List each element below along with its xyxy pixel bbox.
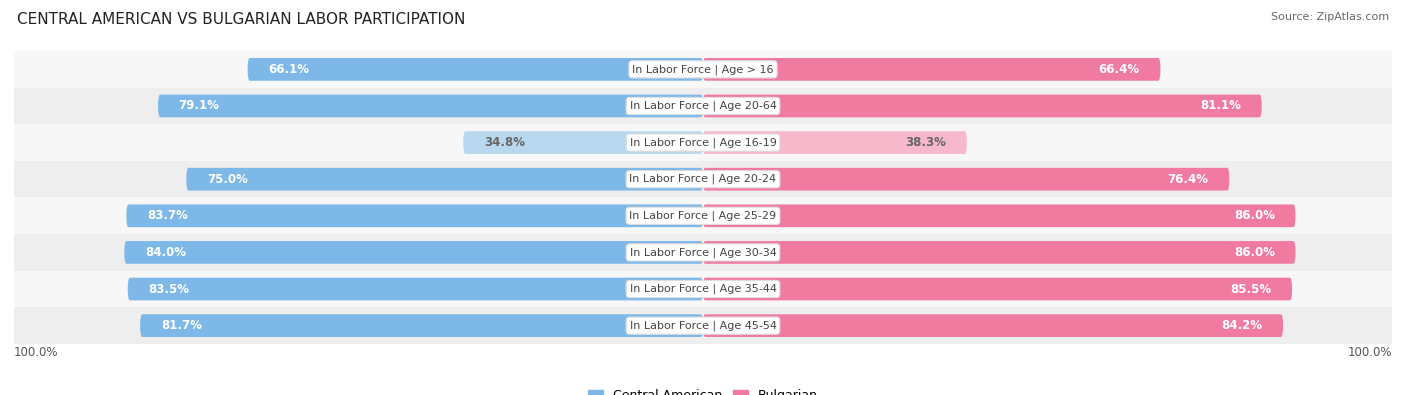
Text: In Labor Force | Age 35-44: In Labor Force | Age 35-44 — [630, 284, 776, 294]
Text: 34.8%: 34.8% — [484, 136, 524, 149]
Text: 83.7%: 83.7% — [148, 209, 188, 222]
Bar — [14, 51, 1392, 88]
Text: 66.1%: 66.1% — [269, 63, 309, 76]
FancyBboxPatch shape — [247, 58, 703, 81]
Bar — [14, 271, 1392, 307]
FancyBboxPatch shape — [703, 278, 1292, 300]
Text: 100.0%: 100.0% — [1347, 346, 1392, 359]
Text: 100.0%: 100.0% — [14, 346, 59, 359]
Text: 84.2%: 84.2% — [1222, 319, 1263, 332]
Text: 81.7%: 81.7% — [160, 319, 201, 332]
FancyBboxPatch shape — [703, 241, 1295, 264]
Text: CENTRAL AMERICAN VS BULGARIAN LABOR PARTICIPATION: CENTRAL AMERICAN VS BULGARIAN LABOR PART… — [17, 12, 465, 27]
Text: 76.4%: 76.4% — [1167, 173, 1209, 186]
FancyBboxPatch shape — [703, 168, 1229, 190]
Bar — [14, 234, 1392, 271]
Bar — [14, 88, 1392, 124]
FancyBboxPatch shape — [703, 205, 1295, 227]
FancyBboxPatch shape — [703, 58, 1160, 81]
Text: In Labor Force | Age 20-24: In Labor Force | Age 20-24 — [630, 174, 776, 184]
FancyBboxPatch shape — [157, 95, 703, 117]
FancyBboxPatch shape — [186, 168, 703, 190]
Text: 75.0%: 75.0% — [207, 173, 247, 186]
FancyBboxPatch shape — [703, 95, 1261, 117]
Bar — [14, 198, 1392, 234]
Text: 81.1%: 81.1% — [1201, 100, 1241, 113]
Text: In Labor Force | Age 45-54: In Labor Force | Age 45-54 — [630, 320, 776, 331]
FancyBboxPatch shape — [463, 131, 703, 154]
Text: In Labor Force | Age > 16: In Labor Force | Age > 16 — [633, 64, 773, 75]
Text: 66.4%: 66.4% — [1098, 63, 1140, 76]
Bar — [14, 307, 1392, 344]
Text: 85.5%: 85.5% — [1230, 282, 1271, 295]
Text: In Labor Force | Age 20-64: In Labor Force | Age 20-64 — [630, 101, 776, 111]
Text: 86.0%: 86.0% — [1234, 246, 1275, 259]
FancyBboxPatch shape — [141, 314, 703, 337]
Text: 83.5%: 83.5% — [149, 282, 190, 295]
Bar — [14, 124, 1392, 161]
Text: 86.0%: 86.0% — [1234, 209, 1275, 222]
Text: In Labor Force | Age 16-19: In Labor Force | Age 16-19 — [630, 137, 776, 148]
Legend: Central American, Bulgarian: Central American, Bulgarian — [583, 384, 823, 395]
Text: 79.1%: 79.1% — [179, 100, 219, 113]
Text: In Labor Force | Age 25-29: In Labor Force | Age 25-29 — [630, 211, 776, 221]
Text: In Labor Force | Age 30-34: In Labor Force | Age 30-34 — [630, 247, 776, 258]
Text: Source: ZipAtlas.com: Source: ZipAtlas.com — [1271, 12, 1389, 22]
FancyBboxPatch shape — [124, 241, 703, 264]
FancyBboxPatch shape — [127, 205, 703, 227]
Text: 38.3%: 38.3% — [905, 136, 946, 149]
Text: 84.0%: 84.0% — [145, 246, 186, 259]
FancyBboxPatch shape — [703, 314, 1284, 337]
FancyBboxPatch shape — [128, 278, 703, 300]
FancyBboxPatch shape — [703, 131, 967, 154]
Bar — [14, 161, 1392, 198]
